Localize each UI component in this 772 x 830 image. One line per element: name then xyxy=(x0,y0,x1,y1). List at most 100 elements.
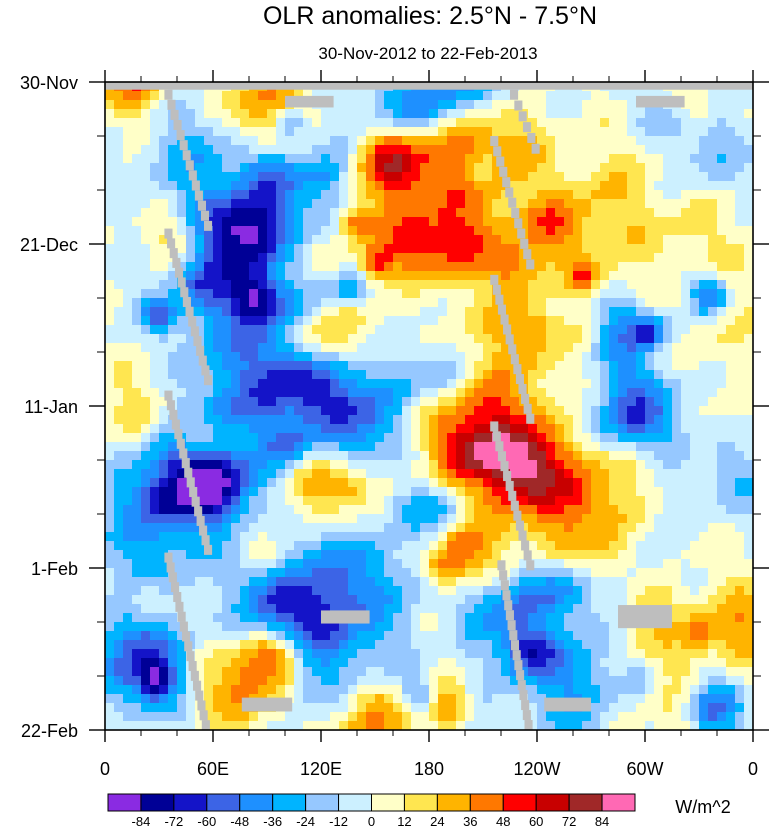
heatmap-cell xyxy=(150,406,160,416)
heatmap-cell xyxy=(564,388,574,398)
heatmap-cell xyxy=(735,667,745,677)
heatmap-cell xyxy=(384,523,394,533)
heatmap-cell xyxy=(429,379,439,389)
heatmap-cell xyxy=(465,118,475,128)
heatmap-cell xyxy=(555,118,565,128)
heatmap-cell xyxy=(456,235,466,245)
heatmap-cell xyxy=(312,478,322,488)
heatmap-cell xyxy=(150,235,160,245)
heatmap-cell xyxy=(339,244,349,254)
heatmap-cell xyxy=(438,577,448,587)
heatmap-cell xyxy=(348,298,358,308)
heatmap-cell xyxy=(447,523,457,533)
heatmap-cell xyxy=(717,190,727,200)
heatmap-cell xyxy=(357,172,367,182)
heatmap-cell xyxy=(285,613,295,623)
heatmap-cell xyxy=(591,91,601,101)
heatmap-cell xyxy=(132,244,142,254)
heatmap-cell xyxy=(168,163,178,173)
heatmap-cell xyxy=(186,118,196,128)
heatmap-cell xyxy=(474,640,484,650)
heatmap-cell xyxy=(303,118,313,128)
heatmap-cell xyxy=(600,361,610,371)
heatmap-cell xyxy=(393,604,403,614)
heatmap-cell xyxy=(105,343,115,353)
heatmap-cell xyxy=(150,559,160,569)
heatmap-cell xyxy=(501,433,511,443)
heatmap-cell xyxy=(582,631,592,641)
heatmap-cell xyxy=(366,145,376,155)
heatmap-cell xyxy=(546,118,556,128)
heatmap-cell xyxy=(735,505,745,515)
heatmap-cell xyxy=(474,505,484,515)
heatmap-cell xyxy=(321,541,331,551)
heatmap-cell xyxy=(447,217,457,227)
heatmap-cell xyxy=(249,685,259,695)
heatmap-cell xyxy=(150,532,160,542)
heatmap-cell xyxy=(654,307,664,317)
heatmap-cell xyxy=(726,271,736,281)
heatmap-cell xyxy=(168,523,178,533)
heatmap-cell xyxy=(195,469,205,479)
heatmap-cell xyxy=(393,262,403,272)
heatmap-cell xyxy=(339,514,349,524)
heatmap-cell xyxy=(393,658,403,668)
heatmap-cell xyxy=(465,289,475,299)
heatmap-cell xyxy=(348,640,358,650)
heatmap-cell xyxy=(402,109,412,119)
heatmap-cell xyxy=(321,451,331,461)
heatmap-cell xyxy=(204,235,214,245)
heatmap-cell xyxy=(177,496,187,506)
heatmap-cell xyxy=(492,91,502,101)
heatmap-cell xyxy=(726,379,736,389)
heatmap-cell xyxy=(384,343,394,353)
heatmap-cell xyxy=(537,280,547,290)
heatmap-cell xyxy=(744,649,753,659)
heatmap-cell xyxy=(465,532,475,542)
heatmap-cell xyxy=(645,361,655,371)
heatmap-cell xyxy=(195,577,205,587)
heatmap-cell xyxy=(123,325,133,335)
heatmap-cell xyxy=(483,532,493,542)
heatmap-cell xyxy=(447,109,457,119)
heatmap-cell xyxy=(294,559,304,569)
heatmap-cell xyxy=(402,415,412,425)
heatmap-cell xyxy=(357,694,367,704)
heatmap-cell xyxy=(726,109,736,119)
heatmap-cell xyxy=(501,487,511,497)
heatmap-cell xyxy=(519,568,529,578)
heatmap-cell xyxy=(591,280,601,290)
heatmap-cell xyxy=(546,397,556,407)
heatmap-cell xyxy=(609,415,619,425)
heatmap-cell xyxy=(357,622,367,632)
heatmap-cell xyxy=(249,460,259,470)
heatmap-cell xyxy=(339,487,349,497)
heatmap-cell xyxy=(348,568,358,578)
heatmap-cell xyxy=(213,595,223,605)
heatmap-cell xyxy=(339,433,349,443)
heatmap-cell xyxy=(528,100,538,110)
heatmap-cell xyxy=(510,181,520,191)
heatmap-cell xyxy=(420,181,430,191)
heatmap-cell xyxy=(123,622,133,632)
heatmap-cell xyxy=(492,649,502,659)
heatmap-cell xyxy=(114,469,124,479)
heatmap-cell xyxy=(159,271,169,281)
heatmap-cell xyxy=(555,640,565,650)
heatmap-cell xyxy=(600,694,610,704)
heatmap-cell xyxy=(528,478,538,488)
heatmap-cell xyxy=(384,244,394,254)
heatmap-cell xyxy=(519,172,529,182)
heatmap-cell xyxy=(546,181,556,191)
heatmap-cell xyxy=(420,388,430,398)
heatmap-cell xyxy=(636,370,646,380)
heatmap-cell xyxy=(600,199,610,209)
heatmap-cell xyxy=(663,316,673,326)
heatmap-cell xyxy=(285,190,295,200)
heatmap-cell xyxy=(267,469,277,479)
heatmap-cell xyxy=(501,397,511,407)
heatmap-cell xyxy=(123,559,133,569)
heatmap-cell xyxy=(303,244,313,254)
heatmap-cell xyxy=(627,676,637,686)
heatmap-cell xyxy=(402,370,412,380)
